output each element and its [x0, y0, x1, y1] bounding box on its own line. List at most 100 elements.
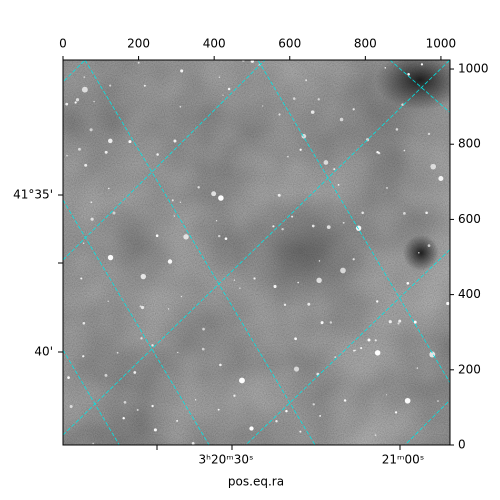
star	[360, 347, 363, 350]
star	[167, 259, 173, 264]
star	[155, 234, 159, 237]
star	[173, 139, 177, 143]
star	[438, 176, 444, 181]
star	[66, 154, 68, 157]
star	[339, 117, 344, 122]
star	[217, 408, 220, 411]
star	[137, 61, 140, 64]
star	[403, 212, 406, 215]
star	[139, 305, 142, 308]
sky-image	[63, 60, 450, 445]
star	[180, 69, 184, 73]
star	[74, 101, 77, 104]
x-tick-label: 400	[203, 37, 226, 51]
star	[217, 234, 221, 238]
star	[281, 227, 284, 231]
star	[218, 76, 221, 78]
star	[413, 320, 417, 324]
star	[374, 350, 381, 356]
star	[75, 98, 80, 102]
star	[140, 337, 143, 340]
star	[194, 399, 197, 401]
star	[81, 86, 88, 93]
star	[156, 153, 159, 156]
star	[218, 195, 224, 201]
x-tick-label: 1000	[426, 37, 457, 51]
star	[233, 394, 236, 397]
star	[446, 301, 450, 306]
star	[299, 430, 302, 433]
star	[65, 102, 69, 106]
star	[216, 220, 218, 222]
star	[401, 103, 404, 106]
star	[239, 377, 245, 384]
star	[183, 234, 189, 240]
star	[311, 224, 315, 228]
star	[374, 434, 377, 436]
star	[404, 397, 411, 404]
star	[352, 258, 355, 261]
star	[319, 414, 322, 417]
star	[386, 186, 388, 189]
star	[287, 155, 289, 158]
star	[427, 132, 431, 136]
star	[224, 237, 228, 240]
star	[107, 300, 109, 303]
star	[202, 327, 205, 331]
star	[398, 319, 402, 323]
star	[109, 84, 112, 87]
star	[310, 110, 315, 114]
star	[316, 277, 322, 283]
star	[307, 302, 311, 306]
star	[197, 186, 200, 189]
star	[262, 105, 264, 107]
star	[293, 366, 300, 372]
star	[84, 163, 88, 167]
star	[374, 339, 377, 342]
star	[133, 371, 137, 374]
star	[395, 128, 399, 131]
star	[420, 63, 424, 66]
star	[427, 244, 431, 247]
star	[376, 300, 379, 303]
star	[437, 400, 439, 402]
star	[67, 376, 70, 380]
star	[352, 108, 355, 111]
star	[123, 401, 127, 404]
frame	[62, 59, 451, 446]
star	[253, 277, 256, 280]
star	[340, 267, 346, 274]
star	[239, 287, 241, 290]
star	[416, 367, 419, 369]
star	[318, 260, 321, 262]
star	[354, 349, 357, 352]
star	[277, 193, 281, 197]
y-tick-label: 400	[458, 287, 481, 301]
star	[278, 113, 281, 116]
y-tick-label: 600	[458, 212, 481, 226]
star	[93, 100, 95, 103]
y-tick-label: 1000	[458, 62, 489, 76]
star	[177, 351, 179, 354]
star	[406, 281, 410, 285]
star	[292, 97, 296, 100]
star	[104, 373, 108, 377]
star	[151, 404, 154, 408]
star	[116, 351, 119, 354]
star	[104, 150, 108, 154]
star	[388, 320, 392, 324]
star	[397, 322, 400, 325]
star	[222, 94, 224, 96]
y-tick-label: 800	[458, 137, 481, 151]
star	[312, 403, 315, 406]
star	[201, 347, 205, 351]
star	[384, 67, 387, 69]
world-ticks	[58, 194, 401, 450]
star	[82, 322, 86, 325]
star	[353, 349, 355, 352]
x-tick-label: 200	[127, 37, 150, 51]
star	[92, 442, 94, 445]
star	[122, 416, 125, 420]
star	[385, 394, 388, 396]
